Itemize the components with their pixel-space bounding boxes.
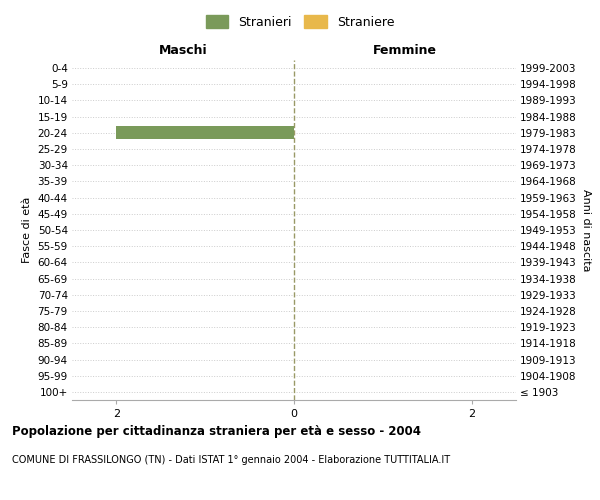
Text: Popolazione per cittadinanza straniera per età e sesso - 2004: Popolazione per cittadinanza straniera p… xyxy=(12,425,421,438)
Y-axis label: Fasce di età: Fasce di età xyxy=(22,197,32,263)
Text: Maschi: Maschi xyxy=(158,44,208,58)
Text: COMUNE DI FRASSILONGO (TN) - Dati ISTAT 1° gennaio 2004 - Elaborazione TUTTITALI: COMUNE DI FRASSILONGO (TN) - Dati ISTAT … xyxy=(12,455,450,465)
Bar xyxy=(116,126,294,140)
Y-axis label: Anni di nascita: Anni di nascita xyxy=(581,188,591,271)
Legend: Stranieri, Straniere: Stranieri, Straniere xyxy=(202,11,398,32)
Text: Femmine: Femmine xyxy=(373,44,437,58)
